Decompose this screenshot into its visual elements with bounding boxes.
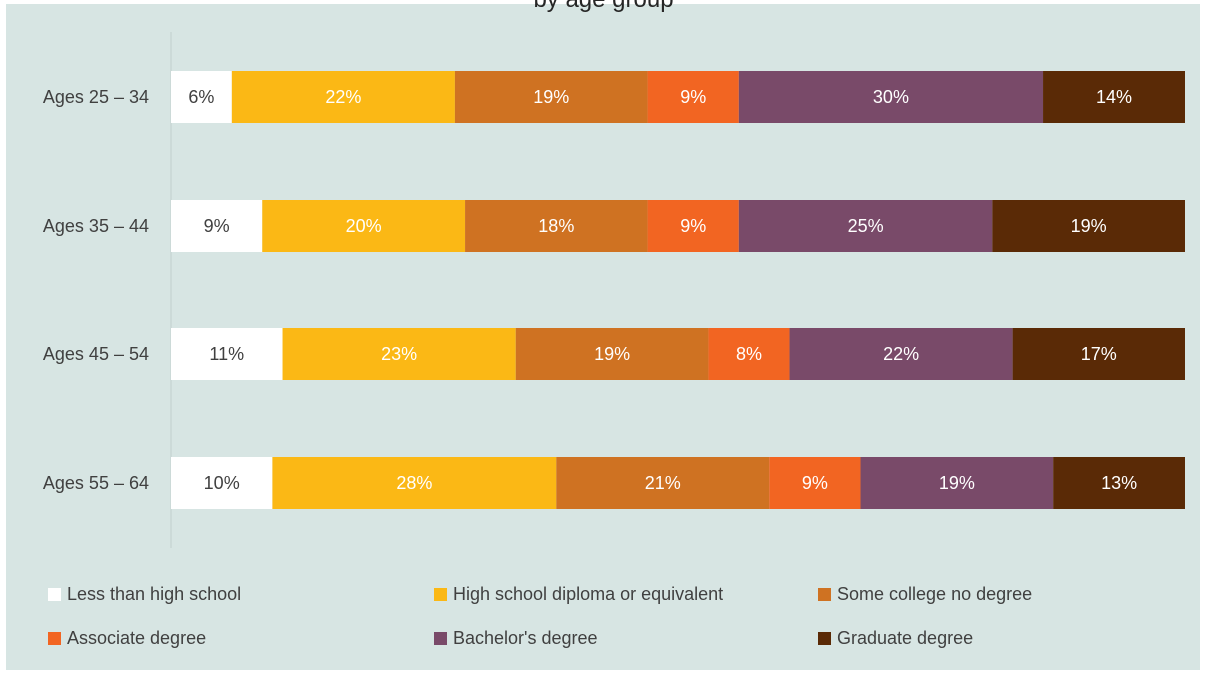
data-label: 28% bbox=[396, 473, 432, 493]
data-label: 25% bbox=[848, 216, 884, 236]
bar-segment bbox=[465, 200, 648, 252]
data-label: 14% bbox=[1096, 87, 1132, 107]
bar-segment bbox=[1012, 328, 1185, 380]
bar-segment bbox=[231, 71, 455, 123]
data-label: 17% bbox=[1081, 344, 1117, 364]
data-label: 30% bbox=[873, 87, 909, 107]
bar-segment bbox=[282, 328, 516, 380]
bar-segment bbox=[789, 328, 1013, 380]
data-label: 19% bbox=[594, 344, 630, 364]
bar-segment bbox=[738, 71, 1044, 123]
category-labels: Ages 25 – 34 Ages 35 – 44 Ages 45 – 54 Ages… bbox=[43, 87, 149, 493]
bar-segment bbox=[769, 457, 861, 509]
data-label: 19% bbox=[1071, 216, 1107, 236]
data-label: 9% bbox=[204, 216, 230, 236]
data-label: 9% bbox=[680, 216, 706, 236]
data-label: 23% bbox=[381, 344, 417, 364]
bar-segment bbox=[1053, 457, 1185, 509]
data-label: 21% bbox=[645, 473, 681, 493]
data-label: 9% bbox=[680, 87, 706, 107]
bar-segment bbox=[556, 457, 770, 509]
bar-segment bbox=[860, 457, 1054, 509]
bar-segment bbox=[647, 200, 739, 252]
data-label: 20% bbox=[346, 216, 382, 236]
data-label: 10% bbox=[204, 473, 240, 493]
category-label: Ages 35 – 44 bbox=[43, 216, 149, 236]
bar-segment bbox=[738, 200, 993, 252]
data-label: 22% bbox=[883, 344, 919, 364]
bar-segment bbox=[515, 328, 709, 380]
bar-segment bbox=[262, 200, 466, 252]
data-label: 18% bbox=[538, 216, 574, 236]
bar-segment bbox=[171, 200, 263, 252]
bar-segment bbox=[272, 457, 557, 509]
data-label: 8% bbox=[736, 344, 762, 364]
bars-layer: 6% 22% 19% 9% 30% 14% 9% 20% 18% 9% 25% 19% 11% 23% 19… bbox=[171, 71, 1185, 509]
category-label: Ages 25 – 34 bbox=[43, 87, 149, 107]
data-label: 19% bbox=[533, 87, 569, 107]
data-label: 9% bbox=[802, 473, 828, 493]
data-label: 6% bbox=[188, 87, 214, 107]
data-label: 22% bbox=[325, 87, 361, 107]
category-label: Ages 55 – 64 bbox=[43, 473, 149, 493]
bar-segment bbox=[647, 71, 739, 123]
bar-segment bbox=[171, 328, 283, 380]
data-label: 19% bbox=[939, 473, 975, 493]
bar-segment bbox=[992, 200, 1185, 252]
data-label: 13% bbox=[1101, 473, 1137, 493]
bar-segment bbox=[454, 71, 648, 123]
bar-segment bbox=[171, 457, 273, 509]
chart-title: by age group bbox=[0, 0, 1207, 14]
bar-segment bbox=[171, 71, 232, 123]
bar-segment bbox=[708, 328, 790, 380]
data-label: 11% bbox=[209, 344, 244, 364]
plot-area: 6% 22% 19% 9% 30% 14% 9% 20% 18% 9% 25% 19% 11% 23% 19… bbox=[43, 32, 1185, 548]
category-label: Ages 45 – 54 bbox=[43, 344, 149, 364]
bar-segment bbox=[1043, 71, 1185, 123]
